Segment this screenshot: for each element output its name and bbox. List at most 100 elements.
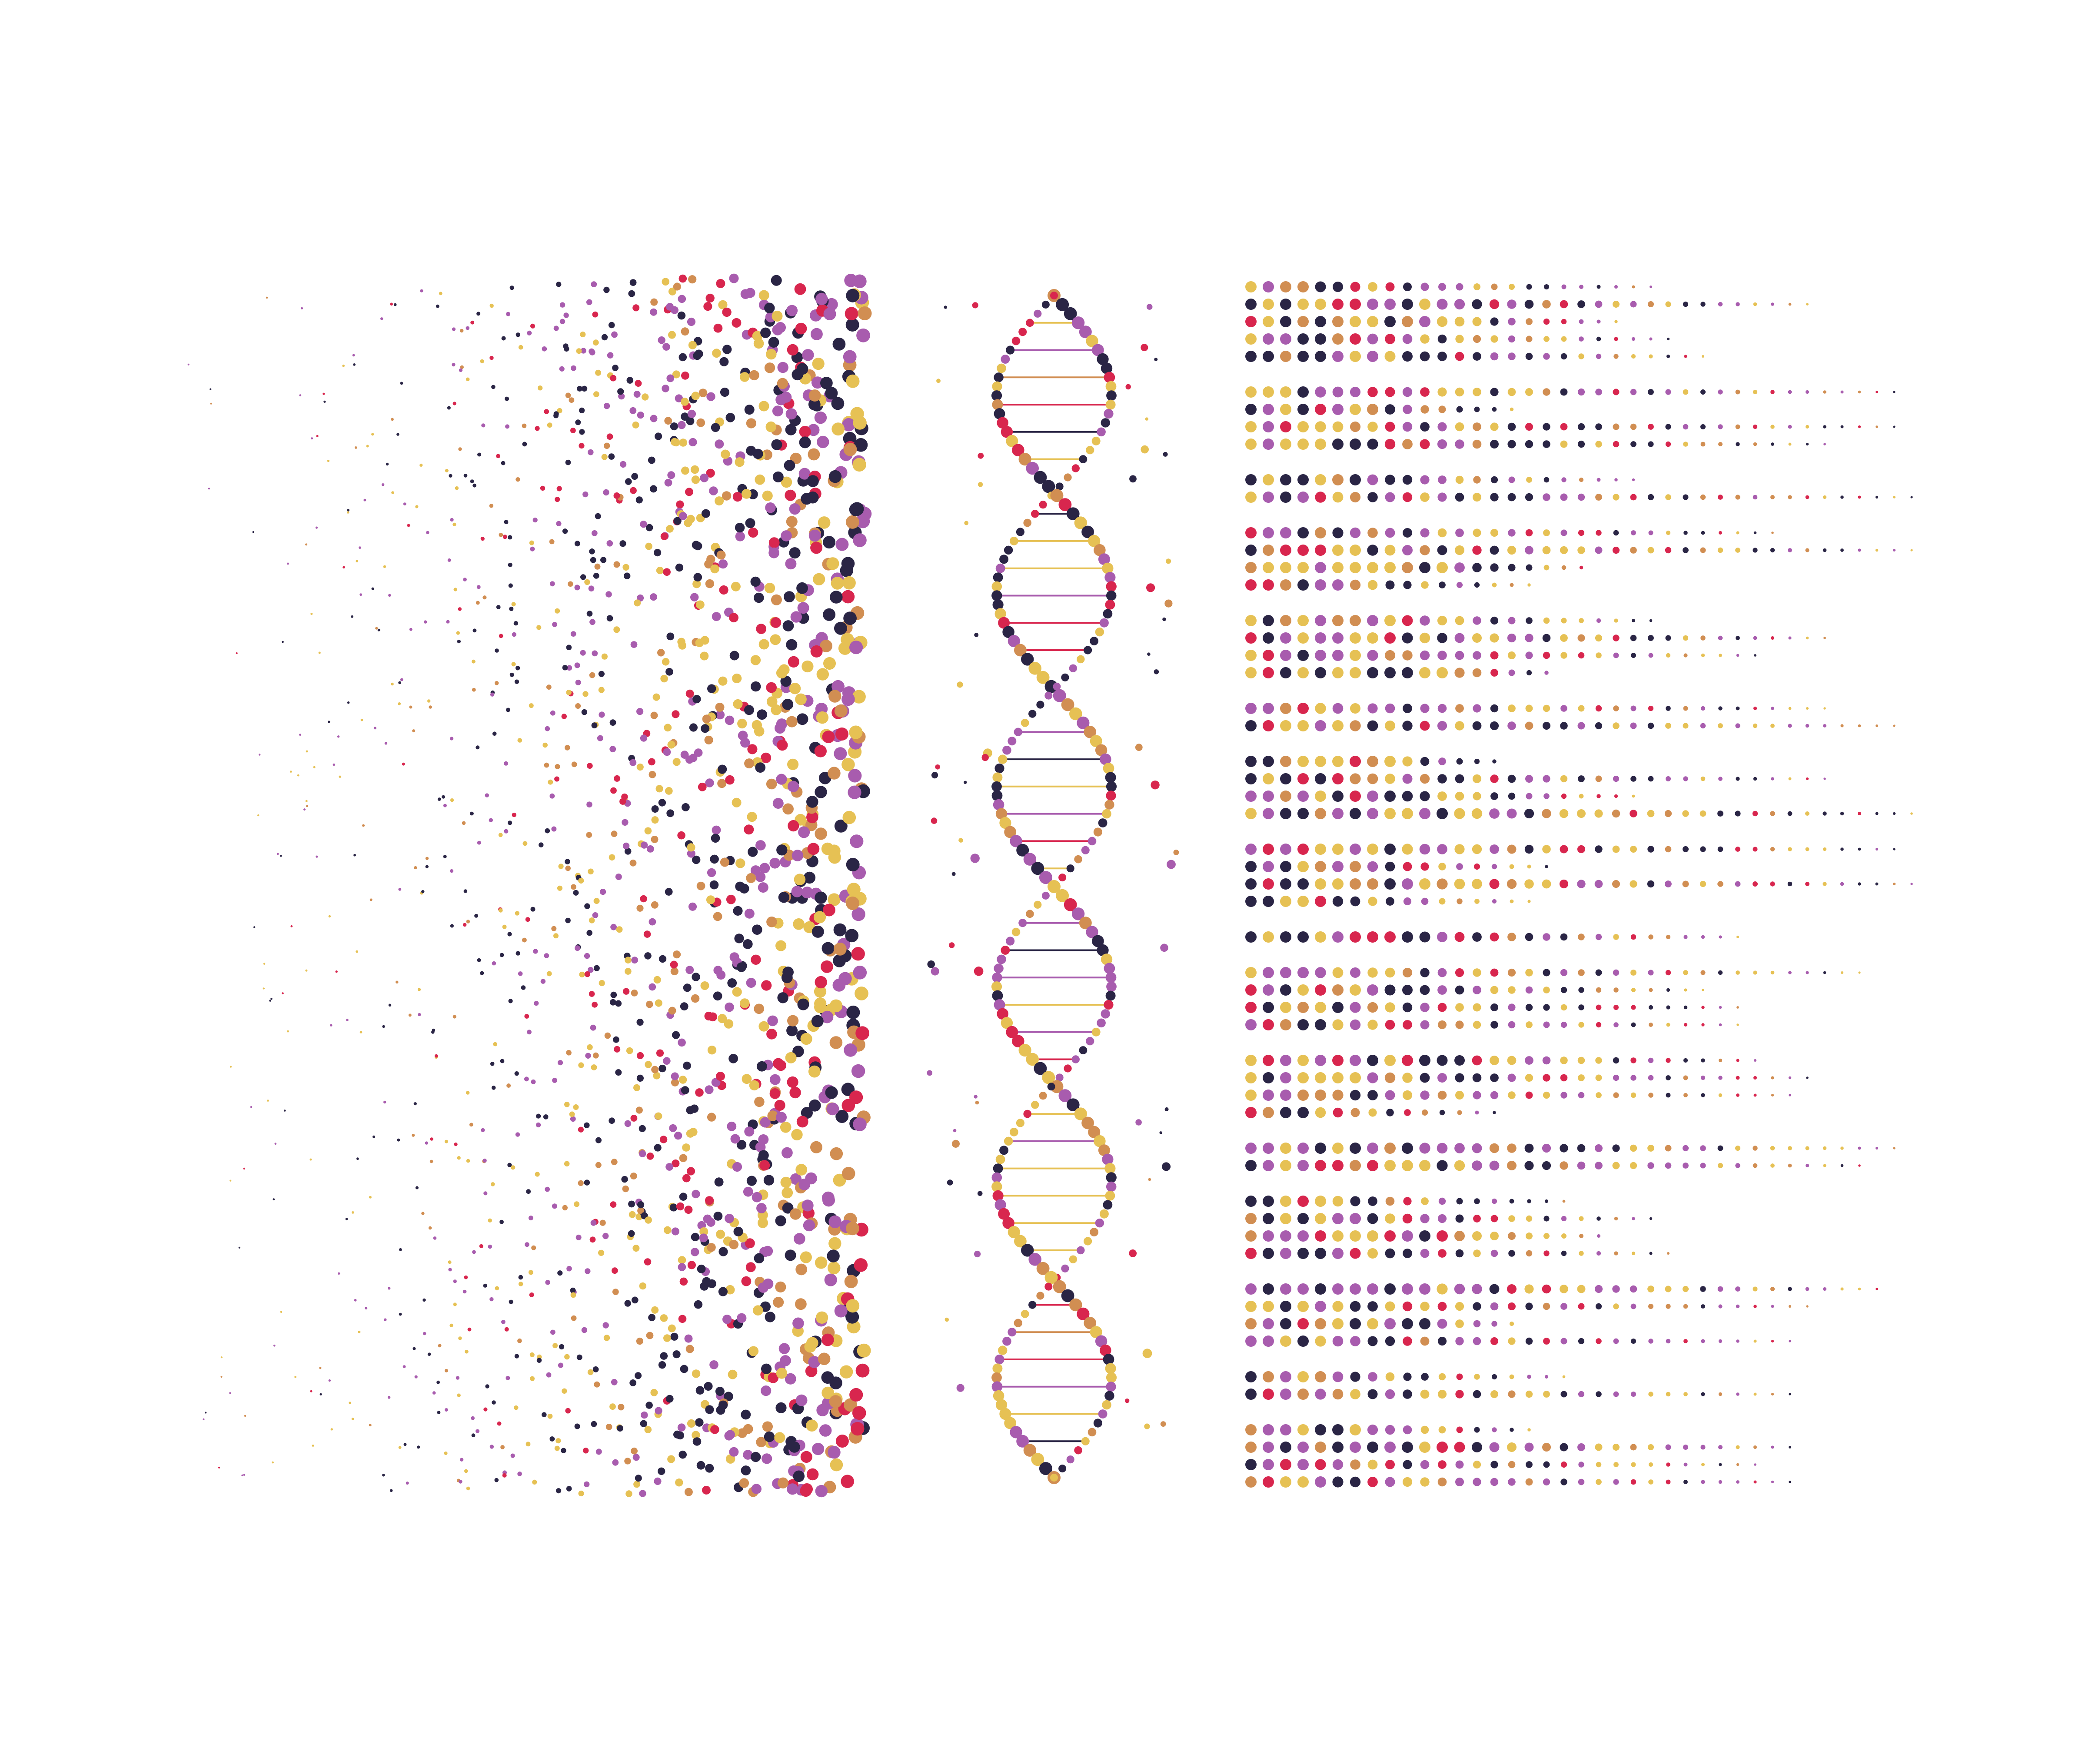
scatter-dot <box>509 286 514 290</box>
scatter-dot <box>480 537 485 541</box>
scatter-dot <box>595 1448 602 1455</box>
matrix-dot <box>1805 811 1809 816</box>
dna-strand-dot <box>1105 990 1116 1001</box>
matrix-dot <box>1613 1338 1619 1344</box>
scatter-dot <box>625 478 632 485</box>
scatter-dot <box>651 805 659 813</box>
matrix-dot <box>1472 1442 1482 1452</box>
matrix-dot <box>1245 1160 1257 1171</box>
matrix-dot <box>1560 1391 1567 1398</box>
scatter-dot <box>306 750 308 753</box>
matrix-dot <box>1806 636 1809 640</box>
scatter-dot <box>670 1332 678 1341</box>
scatter-dot <box>632 1454 640 1461</box>
matrix-dot <box>1823 811 1827 816</box>
dna-strand-dot <box>1012 444 1024 456</box>
dna-strand-dot <box>1102 1153 1114 1165</box>
matrix-dot <box>1263 474 1274 485</box>
matrix-dot <box>1665 970 1671 976</box>
scatter-dot <box>782 698 794 710</box>
matrix-dot <box>1542 634 1551 642</box>
matrix-dot <box>1596 285 1601 289</box>
matrix-dot <box>1666 530 1671 535</box>
matrix-dot <box>1683 1339 1688 1343</box>
matrix-dot <box>1666 1075 1671 1080</box>
matrix-dot <box>1701 1463 1705 1466</box>
dna-strand-dot <box>1105 600 1115 610</box>
matrix-dot <box>1437 299 1448 310</box>
scatter-dot <box>356 560 359 562</box>
scatter-dot <box>802 349 814 361</box>
scatter-dot <box>821 960 833 973</box>
scatter-dot <box>632 421 639 429</box>
matrix-dot <box>1263 1160 1274 1171</box>
matrix-dot <box>1437 968 1447 977</box>
scatter-dot <box>498 908 503 913</box>
matrix-dot <box>1545 865 1548 868</box>
matrix-dot <box>1612 880 1620 888</box>
scatter-dot <box>453 588 457 591</box>
matrix-dot <box>1385 475 1395 485</box>
scatter-dot <box>806 796 818 808</box>
dna-stray-dot <box>970 854 980 863</box>
matrix-dot <box>1771 532 1774 534</box>
matrix-dot <box>1454 1231 1465 1241</box>
scatter-dot <box>578 1490 584 1497</box>
matrix-dot <box>1332 615 1344 626</box>
scatter-dot <box>640 734 648 742</box>
scatter-dot <box>745 1262 756 1272</box>
matrix-dot <box>1542 1056 1551 1065</box>
matrix-dot <box>1647 1145 1654 1152</box>
scatter-dot <box>818 1352 831 1365</box>
dna-stray-dot <box>1154 669 1159 674</box>
matrix-dot <box>1510 899 1514 904</box>
matrix-dot <box>1595 722 1603 730</box>
scatter-dot <box>516 477 520 482</box>
dna-strand-dot <box>1084 1317 1096 1329</box>
scatter-dot <box>847 883 861 897</box>
matrix-dot <box>1245 1213 1257 1224</box>
dna-strand-dot <box>1016 528 1024 536</box>
scatter-dot <box>778 892 790 903</box>
matrix-dot <box>1315 703 1326 714</box>
matrix-dot <box>1647 722 1654 729</box>
dna-strand-dot <box>991 781 1002 792</box>
matrix-dot <box>1666 988 1670 992</box>
dna-strand-dot <box>1058 874 1067 882</box>
matrix-dot <box>1508 986 1516 994</box>
scatter-dot <box>449 474 452 478</box>
matrix-dot <box>1280 1248 1291 1259</box>
matrix-dot <box>1753 706 1757 711</box>
matrix-dot <box>1524 808 1534 819</box>
matrix-dot <box>1402 562 1413 573</box>
matrix-dot <box>1245 984 1257 996</box>
matrix-dot <box>1403 862 1412 871</box>
matrix-dot <box>1613 652 1619 658</box>
scatter-dot <box>841 1167 855 1180</box>
scatter-dot <box>729 1239 739 1249</box>
matrix-dot <box>1403 1460 1412 1469</box>
matrix-dot <box>1332 386 1344 398</box>
scatter-dot <box>732 987 742 997</box>
dna-strand-dot <box>1092 344 1104 356</box>
matrix-dot <box>1402 967 1413 978</box>
matrix-dot <box>1384 931 1396 943</box>
matrix-dot <box>1297 632 1309 644</box>
scatter-dot <box>566 1486 572 1492</box>
scatter-dot <box>855 1363 870 1378</box>
matrix-dot <box>1612 1162 1620 1169</box>
scatter-dot <box>685 689 694 698</box>
matrix-dot <box>1315 492 1326 503</box>
matrix-dot <box>1490 1021 1498 1029</box>
matrix-dot <box>1735 723 1740 728</box>
matrix-dot <box>1876 391 1878 393</box>
matrix-dot <box>1263 1072 1274 1083</box>
matrix-dot <box>1280 421 1291 432</box>
matrix-dot <box>1490 1091 1499 1100</box>
matrix-dot <box>1508 1232 1516 1240</box>
scatter-dot <box>639 1125 646 1132</box>
scatter-dot <box>550 1329 555 1335</box>
matrix-dot <box>1420 774 1430 784</box>
matrix-dot <box>1245 931 1257 943</box>
scatter-dot <box>457 1156 461 1160</box>
